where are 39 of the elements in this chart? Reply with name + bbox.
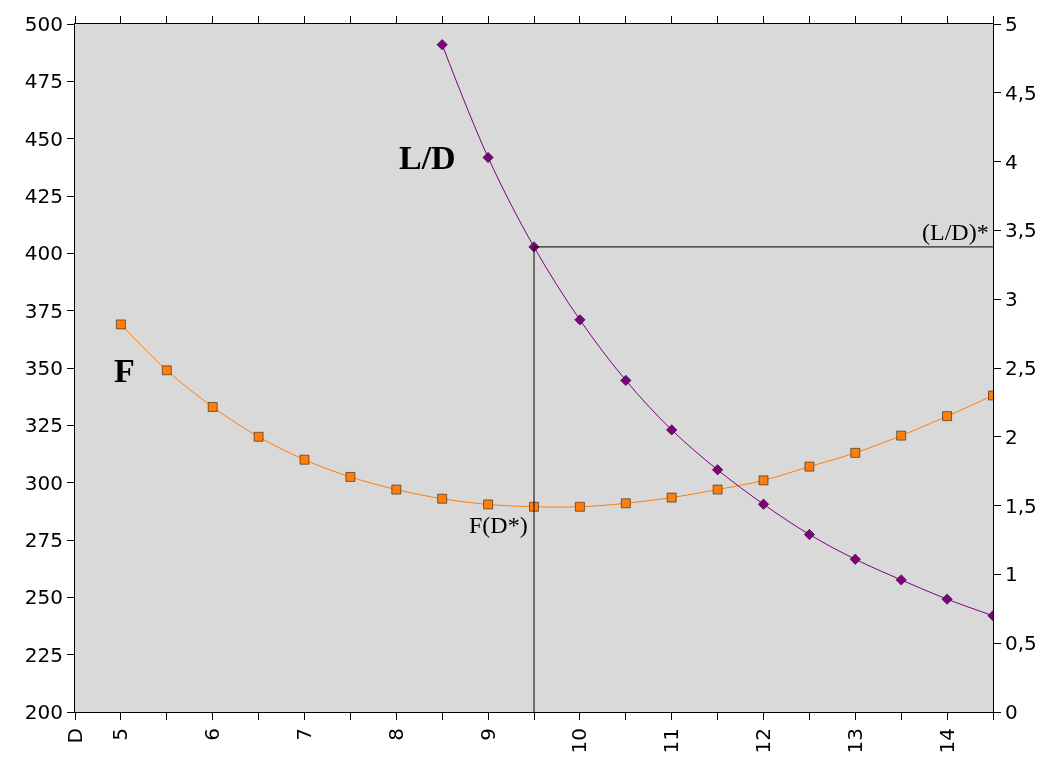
y-tick-label: 500	[24, 12, 63, 36]
x-tick-label: 11	[659, 728, 684, 754]
y-tick-label: 300	[24, 470, 63, 495]
y2-tick-label: 3	[1005, 287, 1018, 312]
y-tick-label: 250	[24, 585, 63, 610]
y-tick-label: 200	[24, 700, 63, 724]
x-tick-label: 7	[292, 728, 316, 741]
y-tick-label: 275	[24, 528, 63, 552]
x-tick-label: 9	[475, 728, 500, 741]
x-tick-label: D	[62, 728, 87, 744]
x-tick-label: 8	[383, 728, 408, 741]
y-tick-label: 425	[24, 184, 63, 208]
y2-tick-label: 0,5	[1005, 631, 1037, 656]
y2-tick-label: 3,5	[1005, 218, 1037, 243]
y-tick-label: 375	[24, 298, 63, 323]
y2-tick-label: 4,5	[1005, 80, 1037, 105]
y2-tick-label: 5	[1005, 12, 1018, 36]
y2-tick-label: 0	[1005, 700, 1018, 724]
y-tick-label: 475	[24, 69, 63, 94]
x-tick-label: 5	[108, 728, 133, 741]
y2-tick-label: 4	[1005, 149, 1018, 174]
x-tick-label: 10	[567, 728, 592, 754]
y2-tick-label: 1	[1005, 562, 1018, 587]
ref-line-label: (L/D)*	[922, 219, 989, 245]
y-tick-label: 450	[24, 126, 63, 151]
x-tick-label: 6	[200, 728, 225, 741]
y-tick-label: 225	[24, 642, 63, 667]
series-label: L/D	[399, 139, 456, 176]
y-tick-label: 325	[24, 413, 63, 438]
y2-tick-label: 2	[1005, 424, 1018, 449]
series-label: F	[114, 352, 135, 389]
y2-tick-label: 1,5	[1005, 493, 1037, 518]
y2-tick-label: 2,5	[1005, 356, 1037, 380]
x-tick-label: 14	[934, 728, 959, 754]
y-tick-label: 350	[24, 356, 63, 380]
x-tick-label: 13	[842, 728, 867, 754]
x-tick-label: 12	[751, 728, 775, 754]
ref-line-label: F(D*)	[469, 512, 528, 538]
y-tick-label: 400	[24, 241, 63, 266]
